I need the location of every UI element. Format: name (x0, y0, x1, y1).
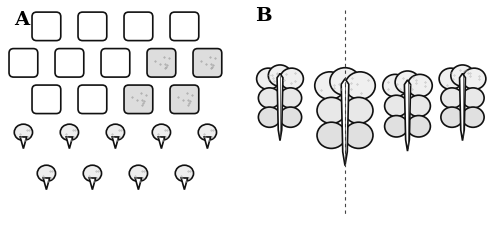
Circle shape (439, 69, 462, 90)
Polygon shape (204, 137, 210, 149)
Circle shape (383, 75, 407, 98)
Circle shape (407, 96, 430, 117)
Circle shape (441, 108, 463, 128)
Ellipse shape (38, 165, 56, 182)
Circle shape (384, 96, 408, 117)
Polygon shape (89, 178, 96, 190)
Circle shape (258, 108, 280, 128)
FancyBboxPatch shape (32, 86, 61, 114)
Circle shape (268, 66, 291, 87)
Circle shape (462, 69, 486, 90)
Circle shape (407, 116, 430, 137)
Circle shape (408, 75, 432, 98)
Circle shape (317, 98, 346, 124)
FancyBboxPatch shape (32, 13, 61, 41)
Circle shape (441, 89, 463, 109)
Circle shape (345, 72, 375, 100)
FancyBboxPatch shape (170, 13, 199, 41)
Polygon shape (43, 178, 50, 190)
Polygon shape (277, 74, 283, 141)
Text: A: A (14, 11, 30, 29)
Circle shape (258, 89, 280, 109)
Polygon shape (66, 137, 72, 149)
Polygon shape (181, 178, 188, 190)
FancyBboxPatch shape (124, 13, 153, 41)
Circle shape (395, 72, 420, 94)
Polygon shape (404, 81, 410, 151)
Polygon shape (460, 74, 466, 141)
FancyBboxPatch shape (9, 49, 38, 78)
Circle shape (330, 68, 360, 96)
Ellipse shape (152, 125, 170, 141)
FancyBboxPatch shape (78, 86, 107, 114)
Circle shape (462, 89, 484, 109)
Circle shape (280, 89, 301, 109)
FancyBboxPatch shape (147, 49, 176, 78)
Polygon shape (341, 79, 349, 166)
FancyBboxPatch shape (78, 13, 107, 41)
Polygon shape (20, 137, 26, 149)
Circle shape (344, 123, 373, 149)
Circle shape (384, 116, 408, 137)
Circle shape (315, 72, 345, 100)
Circle shape (462, 108, 484, 128)
Ellipse shape (176, 165, 194, 182)
FancyBboxPatch shape (170, 86, 199, 114)
FancyBboxPatch shape (124, 86, 153, 114)
Circle shape (317, 123, 346, 149)
Ellipse shape (14, 125, 32, 141)
Circle shape (344, 98, 373, 124)
Ellipse shape (60, 125, 78, 141)
FancyBboxPatch shape (193, 49, 222, 78)
Text: B: B (255, 7, 272, 25)
Circle shape (256, 69, 280, 90)
Polygon shape (158, 137, 164, 149)
Circle shape (280, 108, 301, 128)
FancyBboxPatch shape (55, 49, 84, 78)
Polygon shape (112, 137, 118, 149)
Circle shape (451, 66, 474, 87)
Ellipse shape (84, 165, 102, 182)
Circle shape (280, 69, 303, 90)
Ellipse shape (106, 125, 124, 141)
Polygon shape (135, 178, 141, 190)
Ellipse shape (198, 125, 216, 141)
Ellipse shape (130, 165, 148, 182)
FancyBboxPatch shape (101, 49, 130, 78)
